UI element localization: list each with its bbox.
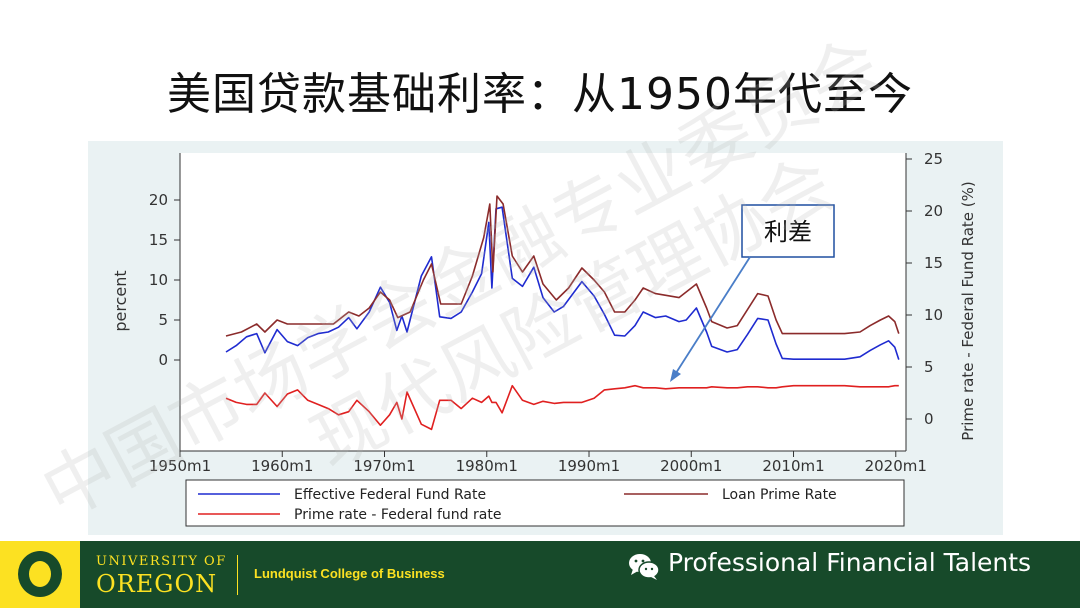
x-tick-label: 2020m1: [865, 457, 927, 475]
right-tick-label: 5: [924, 358, 934, 376]
legend-label-effr: Effective Federal Fund Rate: [294, 487, 486, 503]
x-tick-label: 2000m1: [660, 457, 722, 475]
plot-area: [180, 153, 906, 451]
x-tick-label: 1970m1: [353, 457, 415, 475]
legend-box: [185, 479, 905, 527]
x-tick-label: 1950m1: [149, 457, 211, 475]
footer-bar: UNIVERSITY OF OREGON Lundquist College o…: [0, 541, 1080, 608]
right-tick-label: 15: [924, 254, 943, 272]
x-tick-label: 1990m1: [558, 457, 620, 475]
slide-title: 美国贷款基础利率：从1950年代至今: [167, 69, 913, 120]
left-tick-label: 15: [149, 231, 168, 249]
legend-label-prime: Loan Prime Rate: [722, 487, 837, 503]
university-top-text: UNIVERSITY OF: [96, 554, 227, 569]
tick-layer: 0 5 10 15 20 0 5 10 15 20 25 1950m1 1960m1 1970m1 1980…: [149, 150, 943, 475]
series-effective-federal-fund-rate: [225, 206, 900, 360]
right-tick-label: 10: [924, 306, 943, 324]
left-tick-label: 5: [158, 311, 168, 329]
left-tick-label: 0: [158, 351, 168, 369]
series-layer: [225, 195, 900, 431]
legend-label-spread: Prime rate - Federal fund rate: [294, 507, 501, 523]
x-tick-label: 2010m1: [762, 457, 824, 475]
left-axis-label: percent: [111, 270, 130, 331]
college-name: Lundquist College of Business: [254, 566, 445, 581]
left-tick-label: 10: [149, 271, 168, 289]
series-prime-minus-fed-funds: [225, 384, 899, 431]
x-tick-label: 1980m1: [456, 457, 518, 475]
chart-panel: 0 5 10 15 20 0 5 10 15 20 25 1950m1 1960m1 1970m1 1980…: [88, 141, 1003, 535]
right-axis-label: Prime rate - Federal Fund Rate (%): [959, 181, 977, 440]
chart-svg: 0 5 10 15 20 0 5 10 15 20 25 1950m1 1960m1 1970m1 1980…: [111, 150, 977, 527]
annotation-box: [741, 204, 835, 258]
series-loan-prime-rate: [225, 195, 900, 337]
left-tick-label: 20: [149, 191, 168, 209]
annotation-arrow: [675, 256, 751, 374]
annotation-label: 利差: [764, 218, 812, 246]
right-tick-label: 0: [924, 410, 934, 428]
right-tick-label: 20: [924, 202, 943, 220]
x-tick-label: 1960m1: [251, 457, 313, 475]
oregon-o-logo: [0, 541, 80, 608]
footer-divider: [237, 555, 238, 595]
right-tick-label: 25: [924, 150, 943, 168]
brand-text: Professional Financial Talents: [668, 548, 1032, 577]
wechat-icon: [629, 554, 660, 580]
annotation-arrowhead: [670, 369, 681, 382]
university-name: OREGON: [96, 570, 218, 598]
